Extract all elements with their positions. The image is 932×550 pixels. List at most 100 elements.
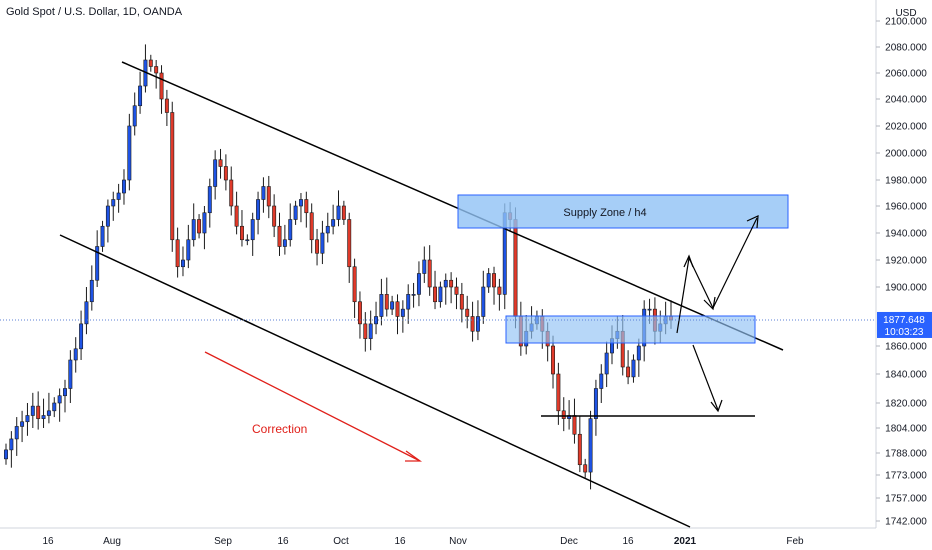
candle[interactable]: [449, 279, 454, 288]
candle[interactable]: [132, 105, 137, 127]
candle[interactable]: [298, 199, 303, 207]
candle[interactable]: [470, 316, 475, 332]
candle[interactable]: [164, 98, 169, 113]
candle[interactable]: [256, 199, 261, 220]
candle[interactable]: [427, 259, 432, 288]
candle[interactable]: [36, 405, 41, 419]
candle[interactable]: [127, 125, 132, 181]
candle[interactable]: [368, 323, 373, 339]
candle[interactable]: [159, 72, 164, 100]
candle[interactable]: [583, 464, 588, 473]
candle[interactable]: [443, 279, 448, 288]
candle[interactable]: [492, 273, 496, 288]
support-zone-box[interactable]: [505, 315, 756, 344]
candle[interactable]: [41, 415, 46, 419]
candle[interactable]: [433, 286, 437, 303]
candle[interactable]: [68, 359, 73, 389]
candle[interactable]: [411, 294, 416, 296]
candle[interactable]: [551, 345, 555, 375]
candle[interactable]: [272, 205, 277, 227]
candle[interactable]: [46, 410, 51, 416]
candle[interactable]: [593, 388, 598, 419]
candle[interactable]: [304, 199, 309, 214]
candle[interactable]: [481, 286, 486, 317]
candle[interactable]: [347, 219, 352, 268]
candle[interactable]: [486, 273, 491, 288]
candle[interactable]: [475, 316, 480, 332]
candle[interactable]: [588, 418, 593, 473]
channel-lower-line[interactable]: [59, 234, 691, 528]
candle[interactable]: [89, 279, 94, 303]
candle[interactable]: [261, 186, 266, 200]
candle[interactable]: [181, 259, 185, 268]
candle[interactable]: [406, 294, 411, 310]
candle[interactable]: [218, 159, 223, 167]
candle[interactable]: [223, 166, 228, 181]
candle[interactable]: [9, 438, 14, 451]
candle[interactable]: [84, 301, 89, 325]
candle[interactable]: [395, 301, 400, 317]
candle[interactable]: [422, 259, 427, 274]
candle[interactable]: [79, 323, 84, 350]
candle[interactable]: [374, 316, 379, 325]
candle[interactable]: [636, 345, 641, 361]
candle[interactable]: [4, 449, 8, 460]
candle[interactable]: [202, 212, 207, 234]
candle[interactable]: [20, 421, 25, 427]
candle[interactable]: [154, 66, 159, 74]
candle[interactable]: [315, 239, 320, 254]
candle[interactable]: [390, 301, 395, 310]
candle[interactable]: [30, 405, 35, 416]
candle[interactable]: [647, 308, 652, 311]
candle[interactable]: [95, 246, 100, 281]
candle[interactable]: [626, 366, 631, 378]
candle[interactable]: [336, 205, 341, 220]
time-axis[interactable]: 16 Aug Sep 16 Oct 16 Nov Dec 16 2021 Feb: [42, 536, 804, 547]
candle[interactable]: [572, 415, 577, 435]
candle[interactable]: [245, 239, 250, 242]
candle[interactable]: [459, 294, 464, 310]
projection-down-path[interactable]: [692, 344, 719, 411]
candle[interactable]: [400, 308, 405, 317]
candle[interactable]: [186, 239, 191, 261]
supply-zone-box[interactable]: [457, 194, 789, 229]
candle[interactable]: [577, 433, 582, 466]
candle[interactable]: [148, 59, 153, 67]
candle[interactable]: [240, 225, 244, 241]
correction-arrow[interactable]: [204, 351, 419, 461]
candle[interactable]: [325, 225, 330, 234]
candle[interactable]: [25, 415, 30, 423]
candle[interactable]: [293, 205, 298, 220]
candle[interactable]: [341, 205, 346, 220]
candle[interactable]: [599, 373, 604, 389]
candle[interactable]: [63, 388, 67, 397]
candle[interactable]: [116, 192, 121, 200]
candle[interactable]: [122, 179, 126, 194]
candle[interactable]: [320, 232, 325, 254]
candle[interactable]: [604, 352, 609, 375]
candle[interactable]: [331, 219, 336, 227]
candle[interactable]: [111, 199, 116, 207]
candle[interactable]: [234, 205, 239, 227]
candle[interactable]: [631, 359, 636, 378]
projection-up-path[interactable]: [676, 217, 758, 334]
candle[interactable]: [363, 323, 368, 339]
candle[interactable]: [416, 273, 421, 295]
candle[interactable]: [73, 348, 78, 361]
candle[interactable]: [191, 219, 196, 241]
candle[interactable]: [561, 410, 566, 419]
candle[interactable]: [57, 395, 62, 404]
price-axis[interactable]: 2100.000 2080.000 2060.000 2040.000 2020.000…: [876, 17, 932, 528]
candle[interactable]: [105, 205, 110, 227]
candle[interactable]: [197, 219, 202, 234]
candle[interactable]: [309, 212, 314, 241]
candle[interactable]: [497, 286, 502, 295]
candle[interactable]: [282, 239, 287, 247]
candle[interactable]: [138, 85, 143, 107]
candle[interactable]: [100, 225, 105, 247]
candle[interactable]: [277, 225, 282, 247]
candle[interactable]: [266, 186, 271, 207]
candle[interactable]: [175, 239, 180, 268]
candle[interactable]: [465, 308, 470, 317]
